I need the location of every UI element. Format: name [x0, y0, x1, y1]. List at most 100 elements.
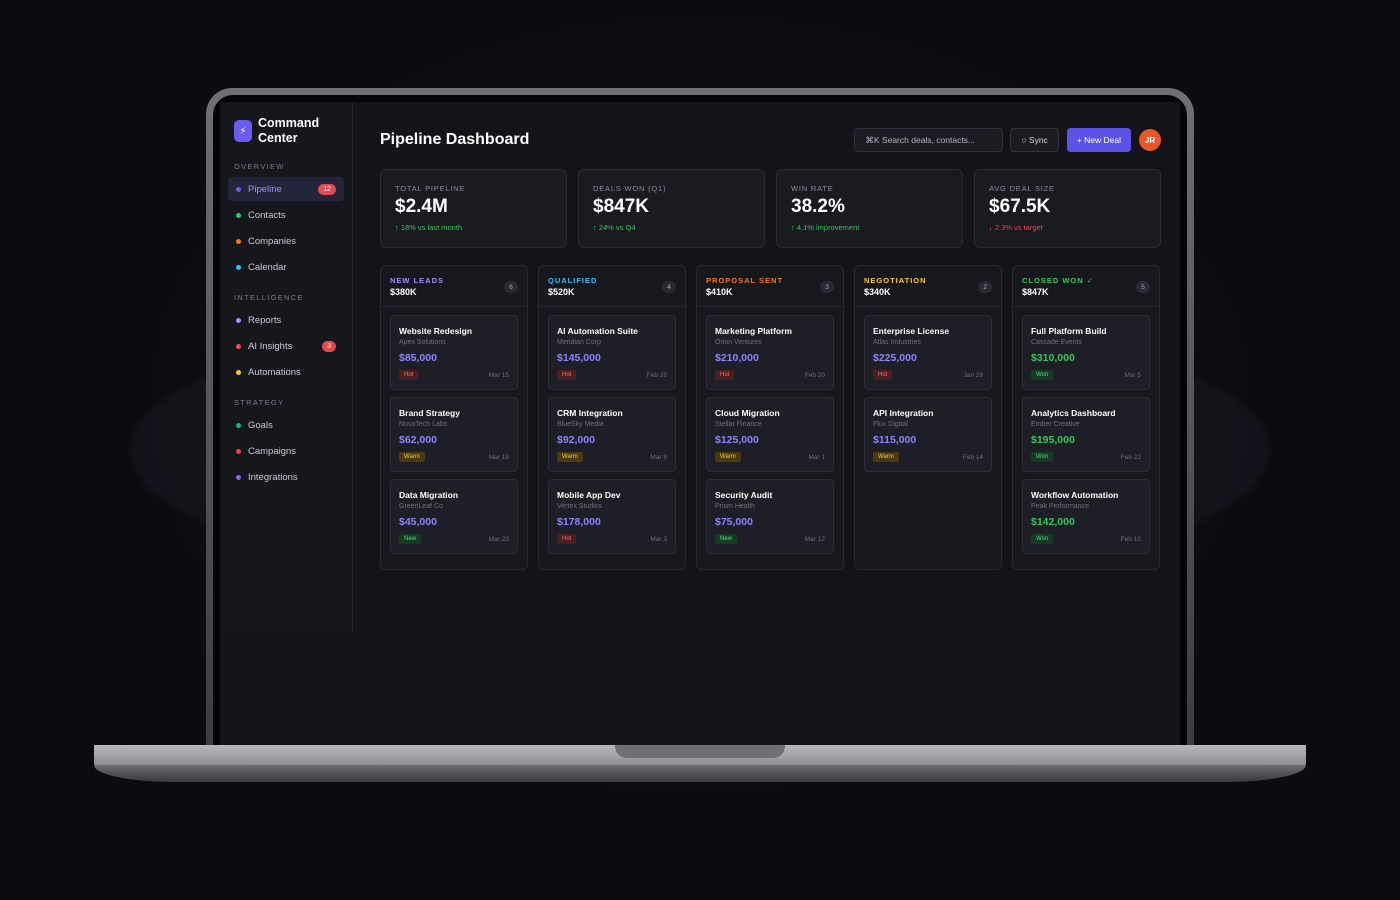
- deal-date: Mar 8: [650, 453, 667, 461]
- deal-value: $195,000: [1031, 434, 1075, 446]
- deal-date: Mar 18: [488, 453, 509, 461]
- column-meta: CLOSED WON ✓ $847K: [1022, 276, 1136, 297]
- column-header: NEW LEADS $380K 6: [381, 266, 527, 307]
- deal-footer: Warm Mar 8: [557, 452, 667, 462]
- deal-name: Marketing Platform: [715, 326, 792, 336]
- deal-card[interactable]: Cloud Migration Stellar Finance $125,000 Wa…: [706, 397, 834, 472]
- deal-value: $75,000: [715, 516, 753, 528]
- deal-card[interactable]: Brand Strategy NovaTech Labs $62,000 Warm Ma…: [390, 397, 518, 472]
- nav-dot-icon: [236, 186, 241, 192]
- sidebar-item-label: Automations: [248, 366, 301, 378]
- deal-card[interactable]: Website Redesign Apex Solutions $85,000 Hot…: [390, 315, 518, 390]
- deal-tag: Hot: [873, 370, 893, 380]
- brand[interactable]: ⚡ Command Center: [228, 116, 344, 146]
- deal-company: Orion Ventures: [715, 339, 762, 346]
- deal-card[interactable]: Marketing Platform Orion Ventures $210,000…: [706, 315, 834, 390]
- app-window: ⚡ Command Center OVERVIEW Pipeline 12 Conta…: [220, 102, 1180, 750]
- deal-date: Feb 22: [1120, 453, 1141, 461]
- sidebar-item-pipeline[interactable]: Pipeline 12: [228, 177, 344, 201]
- deal-card[interactable]: API Integration Flux Digital $115,000 Warm F…: [864, 397, 992, 472]
- deal-card[interactable]: Security Audit Prism Health $75,000 New Mar …: [706, 479, 834, 554]
- nav-dot-icon: [236, 448, 241, 454]
- deal-name: Workflow Automation: [1031, 490, 1119, 500]
- column-title: PROPOSAL SENT: [706, 276, 784, 285]
- stat-value: $2.4M: [395, 196, 448, 217]
- column-count-badge: 3: [820, 281, 834, 293]
- nav-section: OVERVIEW Pipeline 12 Contacts Companies Calen…: [228, 162, 344, 279]
- sidebar-item-reports[interactable]: Reports: [228, 308, 344, 332]
- search-input[interactable]: ⌘K Search deals, contacts...: [854, 128, 1004, 152]
- deal-card[interactable]: AI Automation Suite Meridian Corp $145,000…: [548, 315, 676, 390]
- deal-tag: Hot: [399, 370, 419, 380]
- deal-value: $210,000: [715, 352, 759, 364]
- stat-label: DEALS WON (Q1): [593, 184, 667, 193]
- pipeline-column: NEGOTIATION $340K 2 Enterprise License Atlas…: [854, 265, 1002, 570]
- sidebar-item-calendar[interactable]: Calendar: [228, 255, 344, 279]
- sidebar-item-companies[interactable]: Companies: [228, 229, 344, 253]
- deal-card[interactable]: CRM Integration BlueSky Media $92,000 Warm M…: [548, 397, 676, 472]
- sidebar-item-label: Goals: [248, 419, 273, 431]
- sidebar-item-automations[interactable]: Automations: [228, 360, 344, 384]
- deal-tag: Warm: [715, 452, 741, 462]
- new-deal-button[interactable]: + New Deal: [1066, 128, 1131, 152]
- deal-footer: New Mar 22: [399, 534, 509, 544]
- deal-card[interactable]: Enterprise License Atlas Industries $225,0…: [864, 315, 992, 390]
- deal-card[interactable]: Analytics Dashboard Ember Creative $195,00…: [1022, 397, 1150, 472]
- deal-tag: Hot: [557, 370, 577, 380]
- sidebar-item-label: Campaigns: [248, 445, 297, 457]
- laptop-notch: [615, 745, 785, 758]
- deal-tag: New: [715, 534, 738, 544]
- nav-section-label: OVERVIEW: [234, 162, 285, 171]
- column-count-badge: 6: [504, 281, 518, 293]
- deal-card[interactable]: Workflow Automation Peak Performance $142,…: [1022, 479, 1150, 554]
- deal-name: Full Platform Build: [1031, 326, 1107, 336]
- laptop-base-edge: [94, 765, 1306, 782]
- deal-card[interactable]: Data Migration GreenLeaf Co $45,000 New Mar …: [390, 479, 518, 554]
- deal-footer: Hot Feb 28: [557, 370, 667, 380]
- card-list: Enterprise License Atlas Industries $225,0…: [855, 307, 1001, 472]
- column-meta: PROPOSAL SENT $410K: [706, 276, 820, 297]
- deal-name: Cloud Migration: [715, 408, 780, 418]
- sidebar-item-contacts[interactable]: Contacts: [228, 203, 344, 227]
- deal-tag: Warm: [873, 452, 899, 462]
- stat-card: AVG DEAL SIZE $67.5K ↓ 2.3% vs target: [974, 169, 1161, 248]
- nav-dot-icon: [236, 422, 241, 428]
- nav-dot-icon: [236, 369, 241, 375]
- deal-card[interactable]: Mobile App Dev Vertex Studios $178,000 Hot M…: [548, 479, 676, 554]
- count-badge: 12: [318, 183, 336, 195]
- stat-card: WIN RATE 38.2% ↑ 4.1% improvement: [776, 169, 963, 248]
- deal-date: Mar 3: [650, 535, 667, 543]
- avatar[interactable]: JR: [1139, 129, 1161, 151]
- column-meta: NEGOTIATION $340K: [864, 276, 978, 297]
- deal-footer: Hot Feb 20: [715, 370, 825, 380]
- sidebar-item-goals[interactable]: Goals: [228, 413, 344, 437]
- deal-footer: Hot Mar 15: [399, 370, 509, 380]
- pipeline-column: CLOSED WON ✓ $847K 5 Full Platform Build Cas…: [1012, 265, 1160, 570]
- sidebar-item-ai-insights[interactable]: AI Insights 3: [228, 334, 344, 358]
- nav-section-label: STRATEGY: [234, 398, 285, 407]
- column-header: CLOSED WON ✓ $847K 5: [1013, 266, 1159, 307]
- deal-name: Mobile App Dev: [557, 490, 621, 500]
- deal-tag: Warm: [557, 452, 583, 462]
- column-header: QUALIFIED $520K 4: [539, 266, 685, 307]
- sync-button[interactable]: ○ Sync: [1010, 128, 1059, 152]
- card-list: Marketing Platform Orion Ventures $210,000…: [697, 307, 843, 554]
- nav-dot-icon: [236, 317, 241, 323]
- sidebar-item-campaigns[interactable]: Campaigns: [228, 439, 344, 463]
- brand-name: Command Center: [258, 116, 320, 145]
- deal-company: Apex Solutions: [399, 339, 446, 346]
- deal-date: Feb 14: [962, 453, 983, 461]
- deal-date: Feb 20: [804, 371, 825, 379]
- sidebar-item-integrations[interactable]: Integrations: [228, 465, 344, 489]
- sidebar: ⚡ Command Center OVERVIEW Pipeline 12 Conta…: [220, 102, 353, 632]
- deal-name: CRM Integration: [557, 408, 623, 418]
- deal-card[interactable]: Full Platform Build Cascade Events $310,00…: [1022, 315, 1150, 390]
- stat-delta: ↑ 24% vs Q4: [593, 223, 636, 232]
- deal-tag: Hot: [557, 534, 577, 544]
- stats-row: TOTAL PIPELINE $2.4M ↑ 18% vs last month DE…: [380, 169, 1161, 248]
- deal-company: Prism Health: [715, 503, 756, 510]
- deal-name: Security Audit: [715, 490, 773, 500]
- column-total: $520K: [548, 287, 575, 297]
- sidebar-item-label: Reports: [248, 314, 282, 326]
- top-bar: Pipeline Dashboard ⌘K Search deals, cont…: [380, 128, 1161, 152]
